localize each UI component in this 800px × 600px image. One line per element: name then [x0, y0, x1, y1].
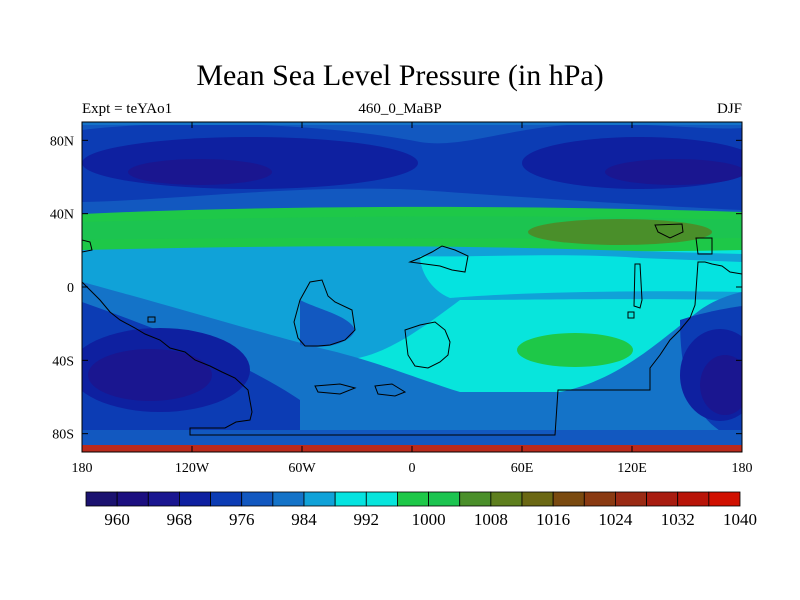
colorbar-label: 1024: [598, 510, 633, 529]
colorbar-swatch: [272, 491, 305, 507]
north-low-deep-west: [128, 159, 272, 185]
plot-title: Mean Sea Level Pressure (in hPa): [196, 59, 604, 92]
colorbar-label: 992: [354, 510, 380, 529]
colorbar-label: 1040: [723, 510, 757, 529]
x-tick-label: 120W: [175, 461, 210, 476]
colorbar-swatch: [85, 491, 118, 507]
y-tick-label: 80S: [52, 428, 74, 443]
colorbar-swatch: [552, 491, 585, 507]
colorbar-swatch: [397, 491, 429, 507]
subtropical-high-core: [528, 219, 712, 245]
colorbar-label: 1008: [474, 510, 508, 529]
colorbar-swatch: [490, 491, 523, 507]
y-tick-label: 40S: [52, 354, 74, 369]
y-tick-label: 80N: [50, 134, 74, 149]
colorbar-swatch: [428, 491, 461, 507]
time-label: 460_0_MaBP: [358, 101, 442, 117]
colorbar-swatch: [677, 491, 710, 507]
west-low-cell: [300, 300, 355, 347]
x-tick-label: 180: [732, 461, 753, 476]
colorbar-swatch: [365, 491, 398, 507]
north-low-deep-east: [605, 159, 742, 185]
x-tick-label: 60E: [511, 461, 534, 476]
south-atlantic-high: [517, 333, 633, 367]
colorbar-swatch: [459, 491, 492, 507]
west-landmass-outline: [293, 279, 356, 347]
colorbar-swatch: [179, 491, 211, 507]
gondwana-outline: [82, 261, 742, 436]
experiment-label: Expt = teYAo1: [82, 101, 173, 117]
colorbar-swatch: [521, 491, 554, 507]
colorbar-label: 976: [229, 510, 255, 529]
pressure-map: [82, 122, 742, 452]
colorbar-swatch: [615, 491, 647, 507]
x-axis: 180 120W 60W 0 60E 120E 180: [72, 122, 753, 476]
colorbar-swatch: [708, 491, 741, 507]
south-low-deepest-west: [88, 349, 212, 401]
y-tick-label: 40N: [50, 208, 74, 223]
x-tick-label: 120E: [617, 461, 647, 476]
small-island-outline-4: [654, 223, 684, 239]
colorbar-label: 1016: [536, 510, 570, 529]
colorbar-swatch: [147, 491, 180, 507]
central-landmass-outline: [404, 321, 451, 369]
small-island-outline-3: [633, 263, 643, 309]
small-island-outline-1: [314, 383, 357, 395]
small-island-outline-7: [147, 316, 156, 323]
northern-island-outline: [408, 245, 469, 273]
small-island-outline-8: [627, 311, 635, 319]
colorbar-label: 1032: [661, 510, 695, 529]
colorbar-label: 960: [104, 510, 130, 529]
south-low-deepest-east: [700, 355, 742, 415]
colorbar-label: 968: [167, 510, 193, 529]
colorbar-swatch: [210, 491, 243, 507]
colorbar-swatch: [241, 491, 274, 507]
small-island-outline-5: [695, 237, 713, 255]
colorbar-swatch: [303, 491, 336, 507]
colorbar-label: 1000: [412, 510, 446, 529]
colorbar-swatch: [334, 491, 367, 507]
continent-outlines: [82, 223, 742, 436]
x-tick-label: 60W: [288, 461, 316, 476]
season-label: DJF: [716, 101, 742, 117]
colorbar: 960 968 976 984 992 1000 1008 1016 1024 1032 1040: [85, 491, 757, 529]
colorbar-swatch: [646, 491, 679, 507]
x-tick-label: 180: [72, 461, 93, 476]
colorbar-swatch: [583, 491, 616, 507]
y-axis: 80N 40N 0 40S 80S: [50, 134, 742, 443]
tropical-inner-band: [420, 255, 742, 298]
small-island-outline-2: [374, 383, 407, 397]
colorbar-label: 984: [291, 510, 317, 529]
small-island-outline-6: [82, 239, 93, 253]
y-tick-label: 0: [67, 281, 74, 296]
colorbar-swatch: [116, 491, 149, 507]
x-tick-label: 0: [409, 461, 416, 476]
